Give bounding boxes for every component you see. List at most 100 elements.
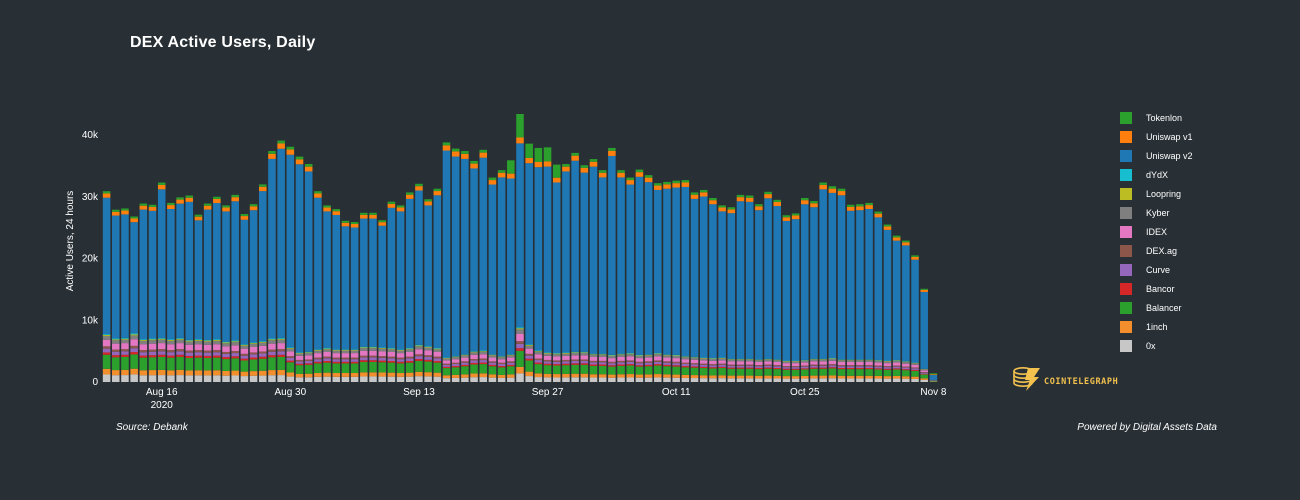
bar-segment-kyber bbox=[332, 350, 341, 354]
bar-segment-idex bbox=[396, 353, 405, 358]
bar-segment-1inch bbox=[222, 370, 230, 376]
bar-segment-curve bbox=[755, 366, 763, 368]
bar-segment-uniswap-v1 bbox=[332, 211, 341, 215]
bar-segment-balancer bbox=[507, 366, 515, 375]
bar-stack bbox=[148, 204, 157, 382]
bar-segment-kyber bbox=[589, 354, 598, 357]
legend-item-bancor[interactable]: Bancor bbox=[1120, 279, 1193, 298]
legend-label: Kyber bbox=[1146, 207, 1170, 218]
legend-item-curve[interactable]: Curve bbox=[1120, 260, 1193, 279]
bar-segment-dex-ag bbox=[635, 361, 644, 364]
bar-segment-curve bbox=[745, 365, 754, 368]
bar-segment-dex-ag bbox=[617, 360, 625, 363]
legend-item-uniswap-v1[interactable]: Uniswap v1 bbox=[1120, 127, 1193, 146]
bar-segment-balancer bbox=[415, 360, 423, 372]
bar-segment-0x bbox=[663, 377, 671, 382]
bar-segment-loopring bbox=[543, 352, 552, 354]
bar-segment-1inch bbox=[488, 374, 497, 378]
bar-segment-bancor bbox=[341, 361, 350, 364]
bar-segment-uniswap-v1 bbox=[911, 256, 919, 260]
bar-segment-0x bbox=[461, 377, 469, 382]
bar-segment-tokenlon bbox=[378, 220, 386, 223]
bar-segment-uniswap-v1 bbox=[249, 206, 258, 211]
bar-segment-1inch bbox=[185, 370, 194, 376]
bar-segment-dex-ag bbox=[791, 366, 800, 368]
legend-item-balancer[interactable]: Balancer bbox=[1120, 298, 1193, 317]
bar-segment-loopring bbox=[130, 334, 138, 336]
bar-segment-dydx bbox=[497, 356, 506, 357]
legend-item-uniswap-v2[interactable]: Uniswap v2 bbox=[1120, 146, 1193, 165]
bar-segment-curve bbox=[856, 366, 864, 368]
bar-segment-uniswap-v2 bbox=[314, 197, 322, 350]
bar-segment-balancer bbox=[580, 364, 589, 374]
bar-segment-idex bbox=[727, 361, 736, 365]
legend-item-idex[interactable]: IDEX bbox=[1120, 222, 1193, 241]
bar-segment-uniswap-v1 bbox=[341, 222, 350, 227]
legend-label: Uniswap v1 bbox=[1146, 131, 1193, 142]
bar-segment-dydx bbox=[378, 347, 386, 349]
bar-segment-kyber bbox=[837, 360, 846, 362]
bar-segment-curve bbox=[451, 364, 460, 367]
bar-segment-balancer bbox=[727, 368, 736, 376]
bar-segment-uniswap-v2 bbox=[929, 375, 938, 381]
bar-segment-balancer bbox=[773, 369, 781, 376]
bar-segment-uniswap-v1 bbox=[525, 157, 533, 164]
bar-segment-loopring bbox=[580, 352, 589, 353]
bar-segment-kyber bbox=[222, 343, 230, 347]
bar-stack bbox=[222, 205, 230, 382]
bar-segment-uniswap-v1 bbox=[920, 289, 928, 292]
bar-segment-1inch bbox=[828, 375, 837, 379]
bar-segment-0x bbox=[654, 377, 662, 382]
bar-stack bbox=[828, 186, 837, 382]
legend-item-0x[interactable]: 0x bbox=[1120, 336, 1193, 355]
bar-segment-0x bbox=[378, 376, 386, 382]
bar-segment-tokenlon bbox=[718, 205, 726, 208]
bar-segment-kyber bbox=[773, 360, 781, 362]
bar-segment-uniswap-v2 bbox=[268, 158, 276, 339]
bar-segment-loopring bbox=[304, 352, 313, 353]
bar-segment-idex bbox=[874, 362, 883, 366]
bar-segment-uniswap-v1 bbox=[718, 207, 726, 212]
bar-segment-dex-ag bbox=[268, 349, 276, 352]
bar-segment-uniswap-v2 bbox=[856, 210, 864, 360]
legend-item-1inch[interactable]: 1inch bbox=[1120, 317, 1193, 336]
bar-segment-loopring bbox=[112, 339, 120, 341]
bar-segment-dex-ag bbox=[562, 359, 570, 362]
bar-segment-0x bbox=[534, 377, 543, 382]
bar-segment-loopring bbox=[534, 351, 543, 352]
bar-segment-uniswap-v1 bbox=[709, 200, 717, 205]
bar-segment-1inch bbox=[295, 373, 304, 378]
legend-item-dex-ag[interactable]: DEX.ag bbox=[1120, 241, 1193, 260]
bar-segment-dex-ag bbox=[304, 359, 313, 361]
legend-item-kyber[interactable]: Kyber bbox=[1120, 203, 1193, 222]
bar-segment-0x bbox=[121, 375, 129, 382]
bar-segment-tokenlon bbox=[369, 212, 377, 215]
bar-segment-uniswap-v2 bbox=[323, 211, 331, 348]
bar-segment-tokenlon bbox=[350, 222, 359, 224]
bar-segment-tokenlon bbox=[130, 216, 138, 219]
bar-segment-dydx bbox=[121, 337, 129, 339]
bar-segment-bancor bbox=[240, 358, 249, 361]
bars bbox=[102, 114, 938, 382]
bar-segment-uniswap-v1 bbox=[699, 192, 708, 197]
bar-stack bbox=[929, 373, 938, 382]
bar-segment-dydx bbox=[194, 339, 203, 341]
bar-segment-uniswap-v2 bbox=[755, 210, 763, 360]
bar-segment-tokenlon bbox=[259, 184, 267, 187]
legend-item-loopring[interactable]: Loopring bbox=[1120, 184, 1193, 203]
legend-item-tokenlon[interactable]: Tokenlon bbox=[1120, 108, 1193, 127]
bar-segment-0x bbox=[488, 377, 497, 382]
bar-segment-curve bbox=[176, 351, 184, 355]
bar-segment-dydx bbox=[360, 346, 368, 348]
bar-segment-loopring bbox=[249, 343, 258, 344]
bar-segment-bancor bbox=[764, 367, 772, 369]
bar-segment-idex bbox=[635, 358, 644, 362]
bar-segment-bancor bbox=[709, 367, 717, 369]
bar-segment-0x bbox=[718, 378, 726, 382]
bar-segment-dex-ag bbox=[543, 359, 552, 362]
bar-segment-0x bbox=[736, 378, 745, 382]
bar-stack bbox=[203, 203, 212, 382]
bar-segment-uniswap-v2 bbox=[663, 188, 671, 355]
legend-item-dydx[interactable]: dYdX bbox=[1120, 165, 1193, 184]
bar-segment-1inch bbox=[782, 376, 791, 379]
